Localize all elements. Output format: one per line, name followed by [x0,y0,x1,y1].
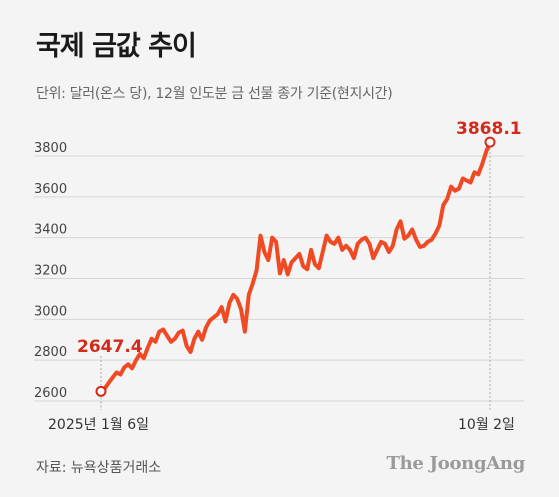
chart-title: 국제 금값 추이 [36,31,197,62]
start-point-marker [95,385,107,397]
y-tick-label: 3400 [34,223,67,238]
y-tick-label: 3000 [34,304,67,319]
grid-lines [34,155,524,402]
guide-lines [100,148,491,410]
end-value-label: 3868.1 [456,119,522,139]
gold-price-line [99,140,492,394]
x-axis-labels: 2025년 1월 6일 10월 2일 [48,417,515,433]
x-label-start: 2025년 1월 6일 [48,417,149,433]
y-tick-label: 2600 [34,386,67,401]
source-note: 자료: 뉴욕상품거래소 [36,460,162,476]
y-tick-label: 3600 [34,182,67,197]
chart-subtitle: 단위: 달러(온스 당), 12월 인도분 금 선물 종가 기준(현지시간) [36,86,393,102]
brand-logo: The JoongAng [386,453,526,474]
endpoint-markers: 2647.4 3868.1 [77,119,522,397]
start-value-label: 2647.4 [77,337,143,357]
y-axis-ticks: 2600 2800 3000 3200 3400 3600 3800 [34,141,67,401]
end-point-marker [484,136,496,148]
y-tick-label: 3200 [34,264,67,279]
y-tick-label: 2800 [34,345,67,360]
y-tick-label: 3800 [34,141,67,156]
x-label-end: 10월 2일 [458,417,515,433]
